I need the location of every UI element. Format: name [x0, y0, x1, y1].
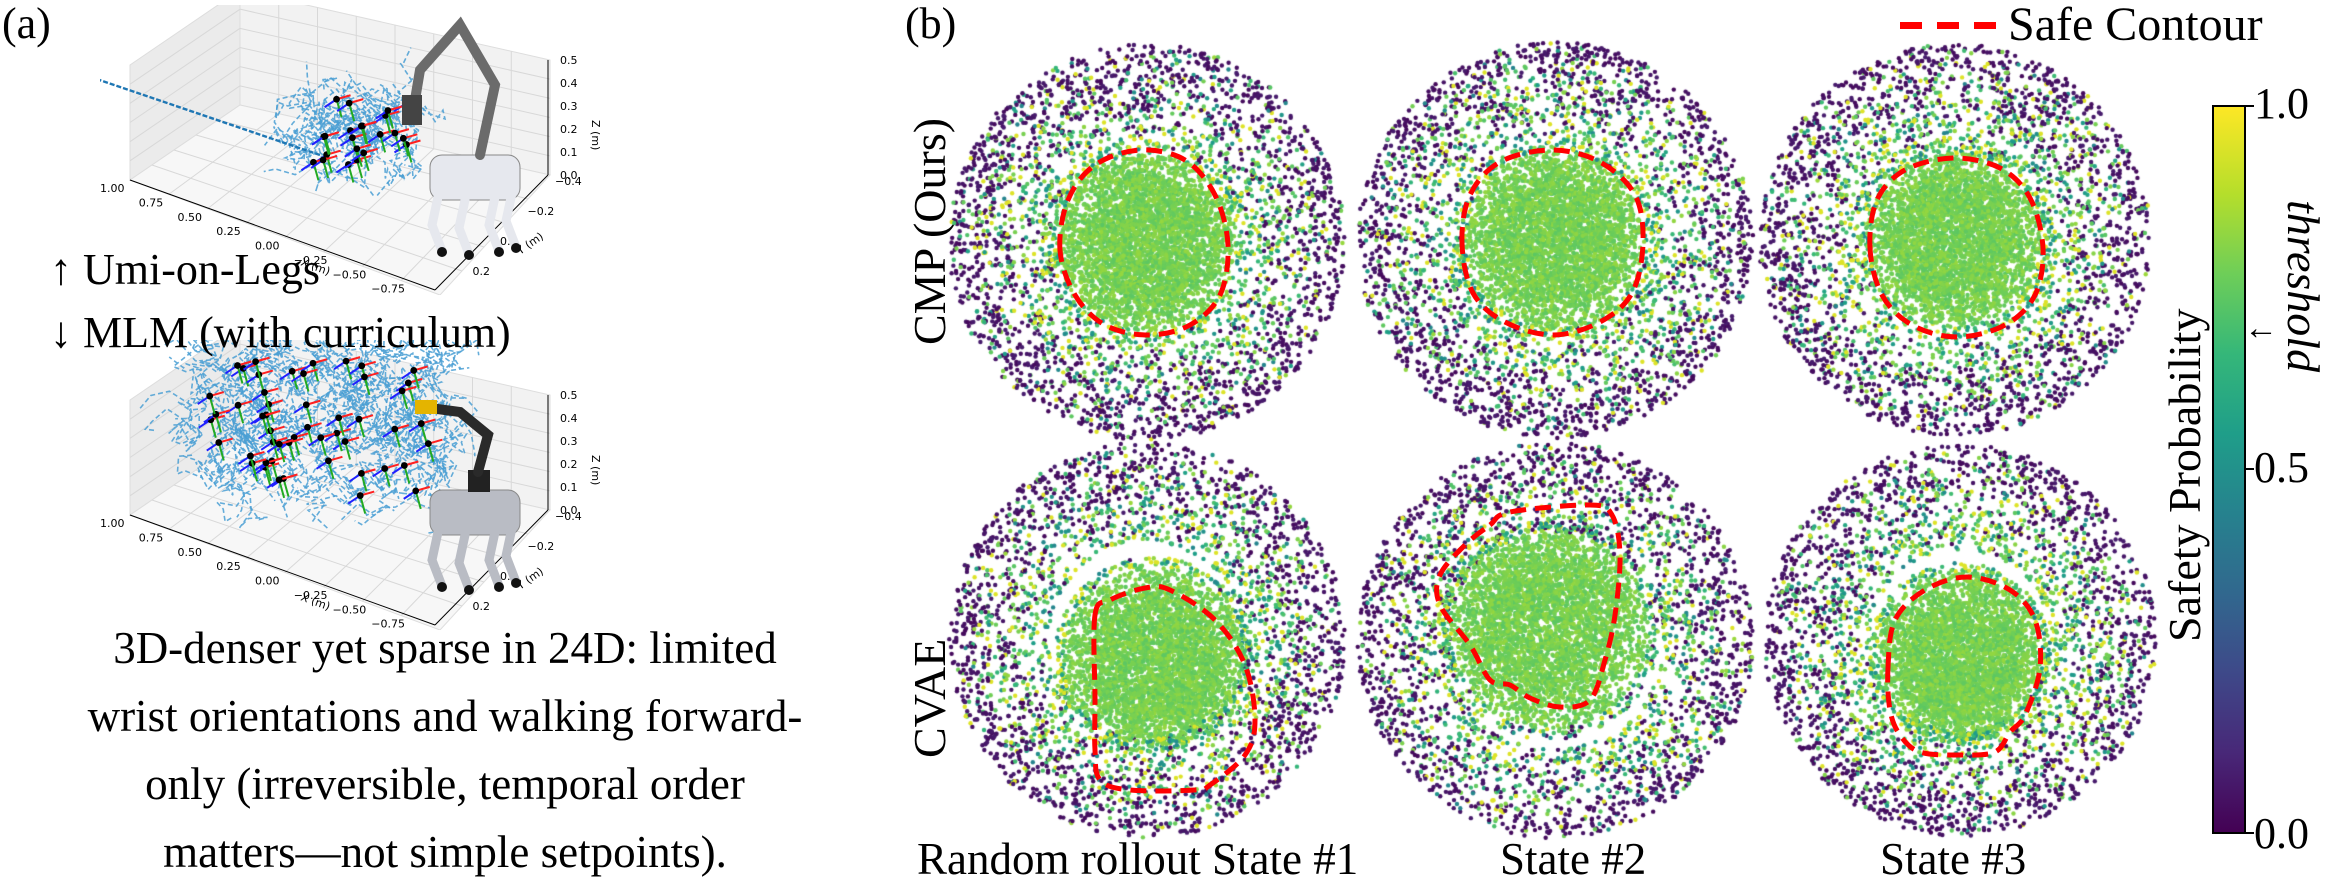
caption-line: 3D-denser yet sparse in 24D: limited — [113, 623, 777, 673]
svg-text:1.00: 1.00 — [100, 182, 125, 195]
panel-b-label: (b) — [905, 0, 957, 48]
svg-text:−0.4: −0.4 — [555, 175, 582, 188]
svg-text:−0.50: −0.50 — [333, 603, 367, 616]
scatter-panel — [1759, 439, 2161, 841]
panel-a-label: (a) — [2, 0, 51, 48]
svg-text:0.0: 0.0 — [560, 504, 578, 517]
scatter-panel — [944, 437, 1350, 843]
svg-text:0.00: 0.00 — [255, 575, 280, 588]
svg-text:−0.50: −0.50 — [333, 268, 367, 281]
caption-line: wrist orientations and walking forward- — [87, 691, 803, 741]
colorbar-title: Safety Probability — [2159, 308, 2210, 642]
scatter-panel — [1754, 39, 2156, 441]
colorbar-tick-0-5: 0.5 — [2254, 443, 2309, 492]
svg-text:−0.75: −0.75 — [371, 618, 405, 630]
svg-text:0.1: 0.1 — [560, 481, 578, 494]
svg-text:0.2: 0.2 — [473, 265, 491, 278]
svg-text:0.5: 0.5 — [560, 389, 578, 402]
colorbar-tick-mark — [2246, 105, 2254, 107]
threshold-label: threshold — [2278, 200, 2329, 373]
svg-text:−0.25: −0.25 — [294, 254, 328, 267]
colorbar-tick-mark — [2246, 468, 2254, 470]
svg-text:−0.75: −0.75 — [371, 283, 405, 295]
caption-line: only (irreversible, temporal order — [145, 759, 745, 809]
svg-text:0.2: 0.2 — [560, 123, 578, 136]
dashed-line-icon — [1937, 21, 1959, 29]
colorbar-tick-mark — [2246, 832, 2254, 834]
quadruped-robot-icon — [402, 16, 521, 260]
colorbar-tick-1: 1.0 — [2254, 79, 2309, 128]
svg-text:Z (m): Z (m) — [589, 455, 602, 485]
column-label-state-2: State #2 — [1500, 834, 1647, 884]
column-label-state-1: Random rollout State #1 — [917, 834, 1359, 884]
annotation-umi-on-legs: ↑ Umi-on-Legs — [50, 245, 321, 294]
svg-text:0.5: 0.5 — [560, 54, 578, 67]
colorbar-tick-0: 0.0 — [2254, 809, 2309, 858]
column-label-state-3: State #3 — [1880, 834, 2027, 884]
panel-a-caption: 3D-denser yet sparse in 24D: limited wri… — [0, 614, 890, 886]
svg-text:0.2: 0.2 — [473, 600, 491, 613]
svg-text:0.50: 0.50 — [178, 546, 203, 559]
mlm-3d-plot: 1.000.750.500.250.00−0.25−0.50−0.75−1.00… — [100, 340, 780, 630]
svg-text:0.75: 0.75 — [139, 531, 164, 544]
svg-text:0.4: 0.4 — [560, 412, 578, 425]
threshold-arrow-icon: ← — [2244, 310, 2278, 347]
svg-text:−0.25: −0.25 — [294, 589, 328, 602]
svg-text:−0.2: −0.2 — [528, 205, 555, 218]
dashed-line-icon — [1974, 21, 1996, 29]
svg-text:0.75: 0.75 — [139, 196, 164, 209]
svg-text:−0.2: −0.2 — [528, 540, 555, 553]
umi-on-legs-3d-plot: 1.000.750.500.250.00−0.25−0.50−0.75−1.00… — [100, 5, 780, 295]
svg-text:0.50: 0.50 — [178, 211, 203, 224]
scatter-panel — [944, 39, 1350, 445]
svg-text:1.00: 1.00 — [100, 517, 125, 530]
svg-text:0.25: 0.25 — [216, 225, 241, 238]
svg-text:Z (m): Z (m) — [589, 120, 602, 150]
caption-line: matters—not simple setpoints). — [163, 827, 727, 877]
colorbar — [2212, 105, 2246, 834]
svg-text:0.0: 0.0 — [560, 169, 578, 182]
quadruped-robot-icon — [415, 400, 521, 595]
svg-text:0.25: 0.25 — [216, 560, 241, 573]
scatter-panel — [1352, 437, 1758, 843]
svg-text:−0.4: −0.4 — [555, 510, 582, 523]
svg-text:0.00: 0.00 — [255, 240, 280, 253]
dashed-line-icon — [1900, 21, 1922, 29]
svg-text:0.1: 0.1 — [560, 146, 578, 159]
svg-text:0.3: 0.3 — [560, 100, 578, 113]
annotation-mlm: ↓ MLM (with curriculum) — [50, 308, 511, 357]
svg-text:0.4: 0.4 — [560, 77, 578, 90]
scatter-panel — [1352, 37, 1758, 443]
svg-text:0.2: 0.2 — [560, 458, 578, 471]
svg-text:0.3: 0.3 — [560, 435, 578, 448]
